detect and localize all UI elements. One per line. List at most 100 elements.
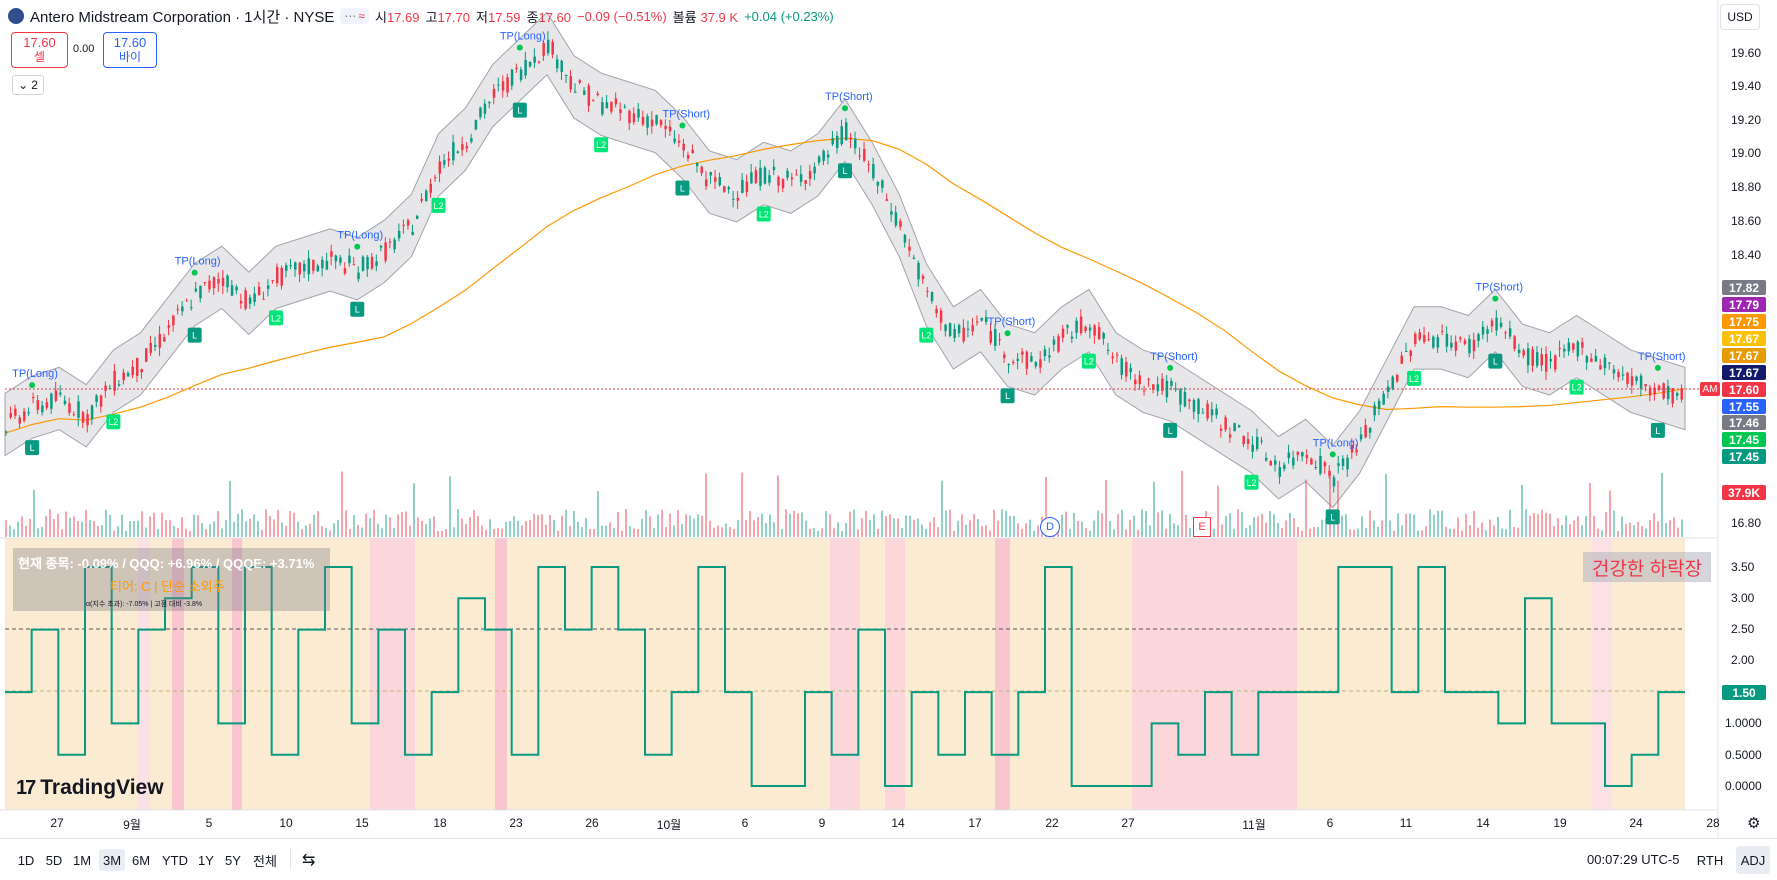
candle-body bbox=[1680, 388, 1683, 400]
candle-body bbox=[1152, 384, 1155, 390]
candle-body bbox=[673, 138, 676, 143]
candle-body bbox=[14, 408, 17, 416]
compare-icon[interactable]: ≈ bbox=[358, 9, 365, 23]
volume-bar bbox=[1281, 528, 1283, 537]
candle-body bbox=[583, 90, 586, 95]
candle-body bbox=[578, 80, 582, 83]
volume-bar bbox=[281, 522, 283, 537]
candle-body bbox=[190, 307, 193, 309]
volume-bar bbox=[1013, 516, 1015, 537]
candle-body bbox=[1612, 369, 1616, 374]
entry-marker bbox=[919, 327, 934, 343]
volume-bar bbox=[1397, 513, 1399, 537]
symbol-logo-icon bbox=[8, 8, 24, 24]
range-button-5y[interactable]: 5Y bbox=[225, 852, 241, 868]
session-button[interactable]: RTH bbox=[1696, 852, 1724, 868]
adjust-button[interactable]: ADJ bbox=[1736, 846, 1770, 874]
candle-body bbox=[411, 231, 414, 235]
volume-bar bbox=[1457, 517, 1459, 537]
volume-bar bbox=[1249, 525, 1251, 537]
volume-bar bbox=[853, 509, 855, 537]
volume-bar bbox=[357, 524, 359, 537]
volume-bar bbox=[561, 515, 563, 537]
volume-bar bbox=[917, 518, 919, 537]
volume-bar bbox=[789, 513, 791, 537]
collapse-indicators-button[interactable]: ⌄ 2 bbox=[12, 75, 44, 95]
earnings-marker[interactable]: E bbox=[1193, 517, 1211, 537]
candle-body bbox=[840, 126, 843, 145]
volume-bar bbox=[813, 528, 815, 537]
volume-bar bbox=[1121, 509, 1123, 537]
volume-bar bbox=[965, 524, 967, 537]
volume-bar bbox=[865, 510, 867, 537]
range-button-전체[interactable]: 전체 bbox=[253, 853, 277, 869]
range-button-3m[interactable]: 3M bbox=[99, 849, 125, 871]
volume-bar bbox=[705, 473, 707, 537]
ohlc-open: 시17.69 bbox=[374, 9, 420, 25]
volume-bar bbox=[485, 529, 487, 537]
volume-bar bbox=[1585, 515, 1587, 537]
volume-bar bbox=[1357, 528, 1359, 537]
tradingview-logo[interactable]: 17 TradingView bbox=[16, 776, 164, 800]
range-button-5d[interactable]: 5D bbox=[45, 852, 63, 868]
buy-button[interactable]: 17.60 바이 bbox=[103, 32, 157, 68]
gear-icon[interactable]: ⚙ bbox=[1747, 815, 1761, 832]
volume-bar bbox=[709, 520, 711, 537]
tp-label: TP(Long) bbox=[1313, 437, 1359, 449]
symbol-title[interactable]: Antero Midstream Corporation · 1시간 · NYS… bbox=[30, 8, 335, 26]
range-button-ytd[interactable]: YTD bbox=[162, 852, 188, 868]
volume-bar bbox=[597, 490, 599, 537]
volume-bar bbox=[825, 511, 827, 537]
candle-body bbox=[176, 309, 180, 311]
volume-bar bbox=[1061, 514, 1063, 537]
volume-bar bbox=[45, 516, 47, 537]
volume-bar bbox=[861, 518, 863, 537]
clock-readout[interactable]: 00:07:29 UTC-5 bbox=[1587, 852, 1680, 867]
candle-body bbox=[1242, 435, 1245, 445]
volume-bar bbox=[177, 527, 179, 537]
volume-bar bbox=[1405, 513, 1407, 537]
candle-body bbox=[998, 339, 1002, 341]
entry-marker-label: L2 bbox=[1084, 357, 1094, 367]
dividend-marker[interactable]: D bbox=[1040, 517, 1060, 537]
time-axis-label: 18 bbox=[433, 816, 447, 830]
range-button-6m[interactable]: 6M bbox=[131, 852, 151, 868]
volume-bar bbox=[461, 518, 463, 537]
volume-bar bbox=[101, 525, 103, 537]
candle-body bbox=[1183, 391, 1187, 407]
indicator-count: 2 bbox=[31, 78, 38, 92]
candle-body bbox=[1477, 334, 1480, 342]
osc-tick: 3.50 bbox=[1731, 560, 1755, 574]
candle-body bbox=[691, 149, 694, 154]
candle-body bbox=[953, 328, 956, 338]
candle-body bbox=[546, 39, 550, 54]
entry-marker-label: L2 bbox=[271, 313, 281, 323]
candle-body bbox=[1265, 457, 1268, 461]
candle-body bbox=[872, 164, 875, 179]
entry-marker bbox=[187, 327, 202, 343]
candle-body bbox=[1143, 390, 1146, 392]
entry-marker-label: L2 bbox=[759, 209, 769, 219]
sell-button[interactable]: 17.60 셀 bbox=[11, 32, 68, 68]
time-axis-label: 26 bbox=[585, 816, 599, 830]
volume-bar bbox=[577, 521, 579, 537]
entry-marker-label: L bbox=[355, 305, 360, 315]
volume-bar bbox=[1445, 526, 1447, 537]
range-button-1d[interactable]: 1D bbox=[17, 852, 35, 868]
chart-canvas[interactable]: LTP(Long)L2LTP(Long)L2LTP(Long)L2LTP(Lon… bbox=[0, 0, 1777, 838]
currency-button[interactable]: USD bbox=[1720, 4, 1760, 30]
volume-bar bbox=[581, 527, 583, 537]
volume-bar bbox=[1393, 530, 1395, 537]
more-icon[interactable]: ⋯ bbox=[344, 9, 357, 23]
candle-body bbox=[1319, 455, 1322, 474]
range-button-1y[interactable]: 1Y bbox=[198, 852, 214, 868]
volume-bar bbox=[69, 517, 71, 537]
candle-body bbox=[723, 186, 726, 192]
volume-bar bbox=[1233, 528, 1235, 537]
candle-body bbox=[217, 279, 220, 284]
calendar-range-icon[interactable]: ⇆ bbox=[302, 852, 316, 869]
indicator-toggles[interactable]: ⋯ ≈ bbox=[340, 8, 369, 24]
volume-bar bbox=[1017, 523, 1019, 537]
volume-bar bbox=[713, 527, 715, 537]
range-button-1m[interactable]: 1M bbox=[72, 852, 92, 868]
